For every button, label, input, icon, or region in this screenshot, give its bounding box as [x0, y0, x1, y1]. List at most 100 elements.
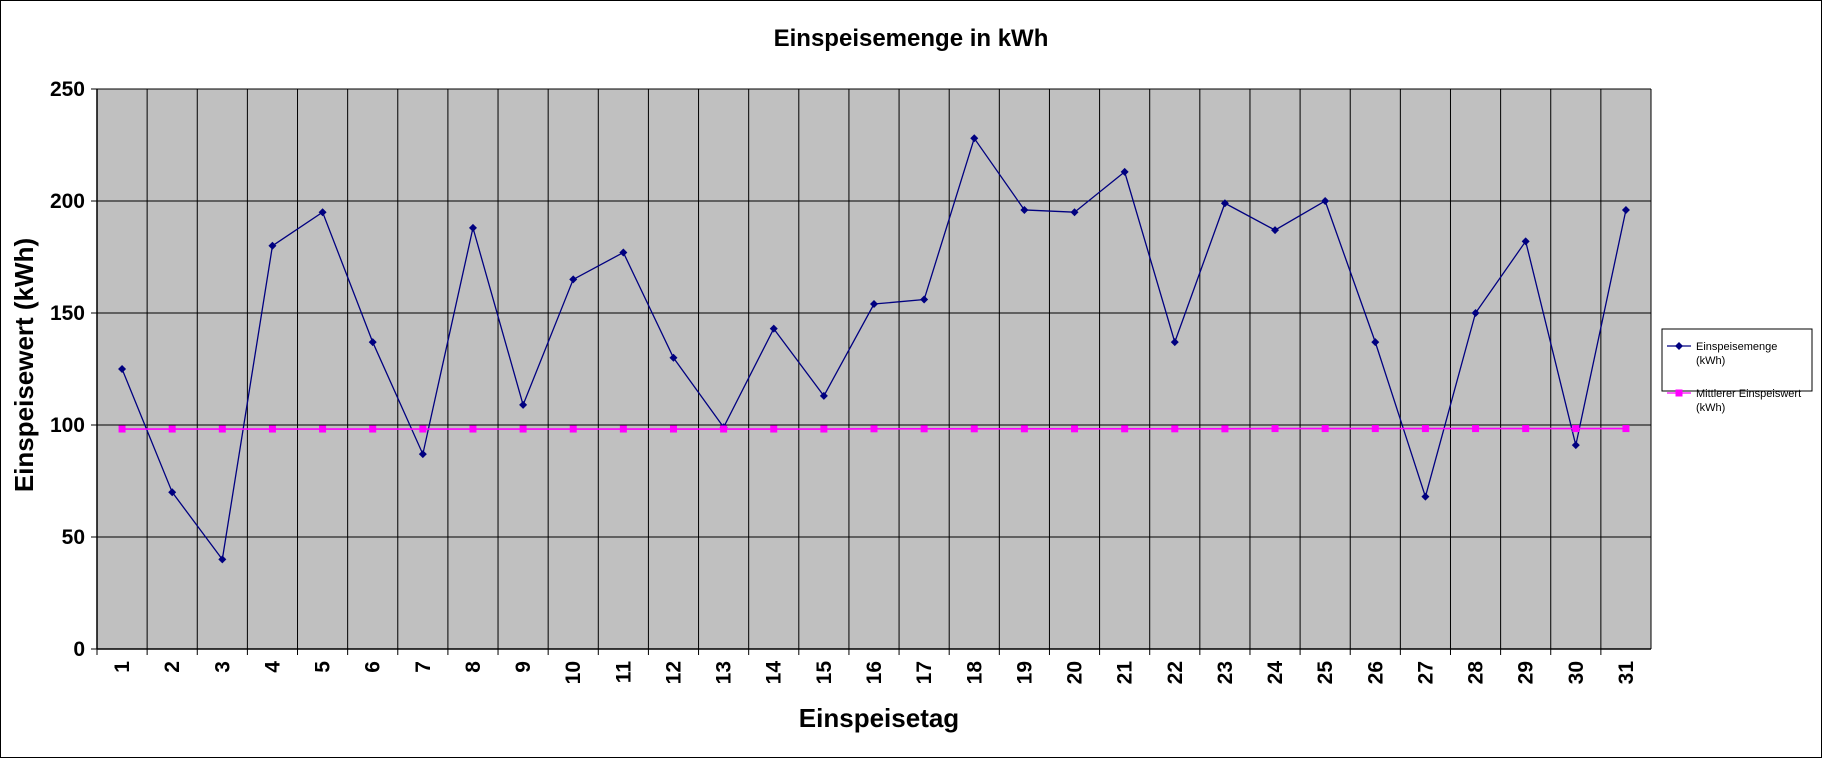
x-tick-label: 2: [161, 661, 184, 673]
x-tick-label: 12: [662, 661, 685, 684]
x-tick-label: 25: [1314, 661, 1337, 685]
data-point: [1221, 425, 1229, 433]
data-point: [1622, 425, 1630, 433]
data-point: [1171, 425, 1179, 433]
legend-label: (kWh): [1696, 402, 1725, 414]
x-tick-label: 1: [111, 661, 134, 673]
y-tick-label: 50: [62, 526, 85, 549]
data-point: [619, 248, 628, 257]
data-point: [468, 223, 477, 232]
data-point: [870, 300, 878, 309]
data-point: [469, 425, 477, 433]
series-2: [118, 425, 1630, 433]
x-tick-label: 29: [1515, 661, 1538, 684]
x-axis-title: Einspeisetag: [799, 703, 959, 733]
x-tick-label: 19: [1013, 661, 1036, 684]
data-point: [1571, 441, 1580, 450]
data-point: [1321, 197, 1330, 205]
data-point: [168, 425, 176, 433]
x-tick-label: 15: [813, 661, 836, 685]
data-point: [318, 208, 327, 217]
x-tick-label: 5: [312, 661, 335, 673]
x-tick-label: 26: [1364, 661, 1387, 684]
y-axis-title: Einspeisewert (kWh): [9, 238, 39, 492]
legend-item-1: Einspeisemenge (kWh): [1667, 341, 1777, 367]
legend-label: (kWh): [1696, 355, 1725, 367]
x-tick-label: 20: [1064, 661, 1087, 684]
data-point: [1371, 425, 1379, 433]
data-point: [419, 425, 427, 433]
data-point: [1522, 425, 1530, 433]
x-tick-label: 22: [1164, 661, 1187, 684]
series-layer: [118, 134, 1630, 564]
legend: Einspeisemenge(kWh)Mittlerer Einspeiswer…: [1661, 328, 1813, 414]
data-point: [418, 450, 427, 459]
y-tick-label: 250: [50, 78, 85, 101]
data-point: [1271, 226, 1280, 235]
x-tick-label: 16: [863, 661, 886, 684]
data-point: [118, 425, 126, 433]
data-point: [1070, 208, 1079, 217]
data-point: [1220, 199, 1229, 208]
data-point: [970, 425, 978, 433]
legend-marker: [1675, 342, 1683, 350]
data-point: [268, 241, 277, 250]
x-tick-label: 28: [1465, 661, 1488, 685]
x-tick-label: 6: [362, 661, 385, 673]
data-point: [1170, 338, 1179, 347]
data-point: [218, 425, 226, 433]
legend-item-2: Mittlerer Einspeiswert (kWh): [1667, 388, 1801, 414]
x-tick-label: 31: [1615, 661, 1638, 685]
data-point: [1471, 309, 1480, 317]
data-point: [1271, 425, 1279, 433]
x-tick-label: 10: [562, 661, 585, 684]
data-point: [669, 353, 678, 362]
data-point: [820, 425, 828, 433]
data-point: [720, 425, 728, 433]
data-point: [920, 295, 929, 304]
x-axis-ticks: 1 2 3 4 5 6 7 8 9 10 11 12 13 14 15 16 17 18 19 20 21 22 23 24 2…: [96, 649, 1638, 685]
x-tick-label: 11: [612, 661, 635, 684]
x-tick-label: 17: [913, 661, 936, 684]
x-tick-label: 7: [412, 661, 435, 673]
data-point: [619, 425, 627, 433]
x-tick-label: 4: [261, 661, 284, 673]
data-point: [118, 365, 127, 373]
data-point: [1421, 425, 1429, 433]
data-point: [268, 425, 276, 433]
data-point: [569, 425, 577, 433]
x-tick-label: 18: [963, 661, 986, 685]
data-point: [519, 400, 528, 409]
x-tick-label: 27: [1414, 661, 1437, 684]
data-point: [770, 425, 778, 433]
x-tick-label: 3: [211, 661, 234, 673]
x-tick-label: 21: [1114, 661, 1137, 685]
legend-label: Einspeisemenge: [1696, 341, 1777, 353]
x-tick-label: 13: [713, 661, 736, 684]
data-point: [1572, 425, 1580, 433]
data-point: [1020, 205, 1029, 214]
y-axis-ticks: 0 50 100 150 200 250: [50, 78, 97, 661]
x-tick-label: 14: [763, 661, 786, 685]
data-point: [920, 425, 928, 433]
x-tick-label: 9: [512, 661, 535, 673]
data-point: [1321, 425, 1329, 433]
axes: [96, 89, 1651, 650]
chart-title: Einspeisemenge in kWh: [774, 25, 1049, 52]
data-point: [1371, 338, 1380, 347]
data-point: [1521, 237, 1530, 246]
y-tick-label: 200: [50, 190, 85, 213]
x-tick-label: 8: [462, 661, 485, 673]
x-tick-label: 23: [1214, 661, 1237, 684]
data-point: [368, 338, 377, 347]
data-point: [819, 391, 828, 400]
data-point: [218, 555, 227, 564]
data-point: [1421, 492, 1430, 501]
data-point: [168, 488, 177, 497]
y-tick-label: 150: [50, 302, 85, 325]
data-point: [1020, 425, 1028, 433]
data-point: [1071, 425, 1079, 433]
plot-area: [97, 89, 1651, 649]
legend-label: Mittlerer Einspeiswert: [1696, 388, 1801, 400]
